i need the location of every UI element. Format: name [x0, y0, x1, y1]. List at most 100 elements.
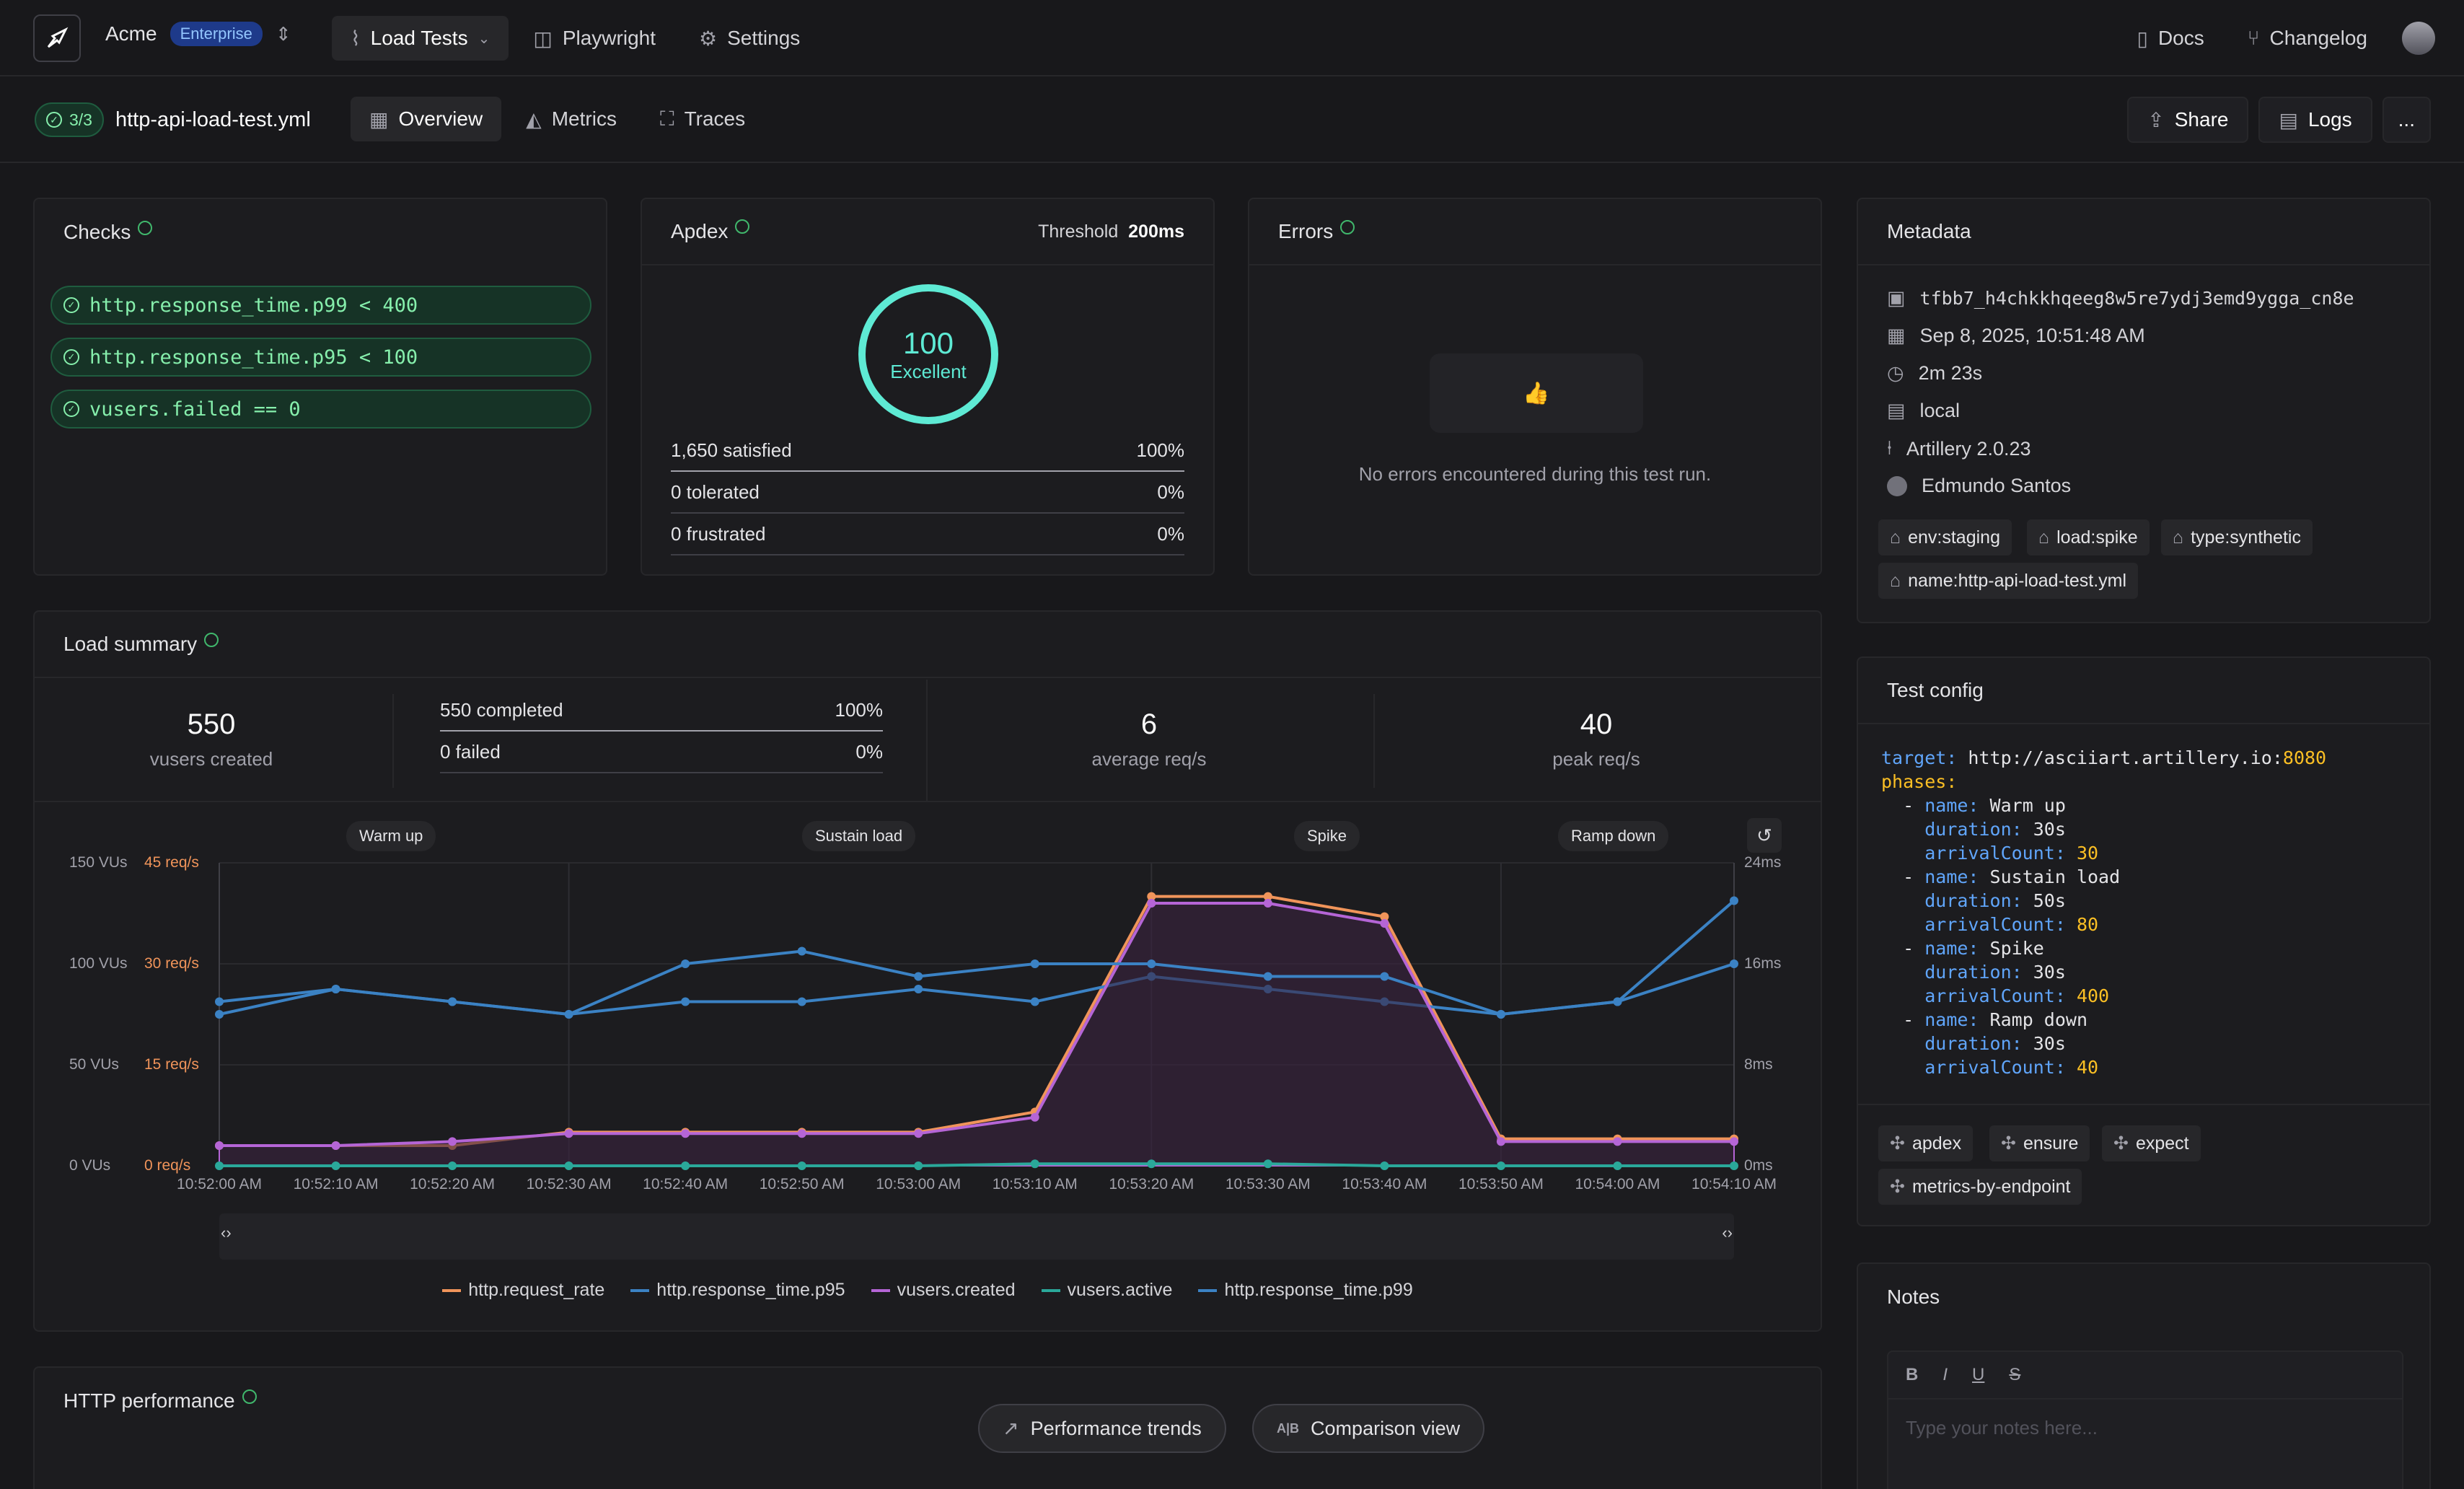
nav-settings[interactable]: ⚙ Settings	[680, 16, 819, 61]
nav-playwright[interactable]: ◫ Playwright	[514, 16, 674, 61]
apdex-row-label: 1,650 satisfied	[671, 439, 792, 461]
top-bar: Acme Enterprise ⇕ ⌇ Load Tests ⌄ ◫ Playw…	[0, 0, 2464, 76]
strikethrough-button[interactable]: S	[2009, 1365, 2021, 1384]
changelog-link[interactable]: ⑂ Changelog	[2229, 16, 2386, 61]
nav-load-tests[interactable]: ⌇ Load Tests ⌄	[332, 16, 509, 61]
org-switcher[interactable]: Acme Enterprise ⇕	[105, 22, 291, 46]
plugin-tag[interactable]: ✣ apdex	[1878, 1125, 1974, 1161]
avatar[interactable]	[2402, 22, 2435, 55]
metadata-header: Metadata	[1858, 199, 2429, 265]
y-tick-vus: 100 VUs	[69, 955, 128, 972]
legend-swatch	[1198, 1288, 1218, 1292]
underline-button[interactable]: U	[1972, 1365, 1985, 1384]
x-tick-label: 10:52:50 AM	[759, 1176, 845, 1192]
checks-title: Checks	[63, 221, 131, 243]
apdex-row-label: 0 frustrated	[671, 522, 766, 545]
legend-label: vusers.created	[897, 1280, 1016, 1300]
test-config-header: Test config	[1858, 658, 2429, 724]
help-icon[interactable]	[242, 1389, 257, 1404]
check-circle-icon: ✓	[63, 297, 79, 313]
x-tick-label: 10:52:10 AM	[293, 1176, 379, 1192]
comparison-view-button[interactable]: A|B Comparison view	[1252, 1404, 1485, 1453]
phase-label: Warm up	[346, 821, 436, 851]
book-icon: ▯	[2137, 27, 2148, 50]
test-config-yaml: target: http://asciiart.artillery.io:808…	[1881, 747, 2327, 1078]
tag[interactable]: ⌂ type:synthetic	[2161, 519, 2313, 555]
legend-item[interactable]: http.response_time.p99	[1198, 1280, 1413, 1301]
plugin-tag[interactable]: ✣ metrics-by-endpoint	[1878, 1169, 2082, 1205]
share-icon: ⇪	[2147, 108, 2165, 131]
more-options-button[interactable]: ...	[2382, 97, 2431, 143]
brush-handle-left[interactable]: ‹›	[221, 1224, 232, 1242]
tab-overview[interactable]: ▦ Overview	[351, 97, 502, 141]
tag[interactable]: ⌂ name:http-api-load-test.yml	[1878, 563, 2139, 599]
chart-brush[interactable]: ‹› ‹›	[219, 1213, 1734, 1260]
y-tick-rate: 45 req/s	[144, 854, 199, 871]
puzzle-icon: ✣	[2113, 1133, 2129, 1154]
puzzle-icon: ✣	[1890, 1133, 1905, 1154]
performance-trends-button[interactable]: ↗ Performance trends	[978, 1404, 1226, 1453]
phase-label: Ramp down	[1558, 821, 1669, 851]
artillery-logo-icon[interactable]	[33, 14, 81, 62]
check-item-label: http.response_time.p99 < 400	[89, 294, 418, 317]
performance-trends-label: Performance trends	[1030, 1417, 1202, 1439]
bold-button[interactable]: B	[1906, 1365, 1919, 1384]
legend-swatch	[630, 1288, 650, 1292]
tag[interactable]: ⌂ load:spike	[2027, 519, 2150, 555]
nav-settings-label: Settings	[727, 27, 801, 49]
help-icon[interactable]	[735, 219, 750, 234]
check-item: ✓ http.response_time.p95 < 100	[50, 338, 591, 377]
notes-input[interactable]: Type your notes here...	[1906, 1417, 2098, 1439]
x-tick-label: 10:53:40 AM	[1342, 1176, 1427, 1192]
y-tick-vus: 0 VUs	[69, 1157, 111, 1174]
checks-badge[interactable]: ✓ 3/3	[35, 102, 104, 137]
brush-handle-right[interactable]: ‹›	[1722, 1224, 1733, 1242]
tag[interactable]: ⌂ env:staging	[1878, 519, 2012, 555]
help-icon[interactable]	[204, 633, 219, 647]
plugin-tag[interactable]: ✣ ensure	[1989, 1125, 2090, 1161]
errors-title: Errors	[1278, 220, 1334, 242]
more-options-icon: ...	[2398, 108, 2415, 131]
org-name: Acme	[105, 22, 157, 45]
help-icon[interactable]	[138, 221, 153, 235]
legend-item[interactable]: http.response_time.p95	[630, 1280, 845, 1301]
peak-rps-label: peak req/s	[1552, 748, 1640, 770]
run-id[interactable]: tfbb7_h4chkkhqeeg8w5re7ydj3emd9ygga_cn8e	[1919, 288, 2354, 309]
x-tick-label: 10:53:30 AM	[1225, 1176, 1311, 1192]
legend-label: vusers.active	[1067, 1280, 1173, 1300]
empty-state-illustration: 👍	[1430, 353, 1643, 433]
tag-icon: ⌂	[1890, 570, 1901, 591]
completed-label: 550 completed	[440, 698, 563, 721]
reset-zoom-button[interactable]: ↺	[1747, 818, 1782, 853]
legend-item[interactable]: http.request_rate	[442, 1280, 604, 1301]
italic-button[interactable]: I	[1942, 1365, 1948, 1384]
area-chart-icon: ◭	[526, 107, 542, 131]
legend-item[interactable]: vusers.created	[871, 1280, 1016, 1301]
legend-item[interactable]: vusers.active	[1041, 1280, 1173, 1301]
load-summary-header: Load summary	[35, 612, 1821, 678]
logs-button[interactable]: ▤ Logs	[2258, 97, 2372, 143]
layout-grid-icon: ▦	[369, 107, 389, 131]
x-tick-label: 10:53:10 AM	[992, 1176, 1078, 1192]
peak-rps-value: 40	[1580, 708, 1613, 740]
apdex-row-pct: 0%	[1157, 522, 1184, 545]
run-user: Edmundo Santos	[1922, 475, 2072, 496]
docs-link[interactable]: ▯ Docs	[2118, 16, 2223, 61]
notes-title: Notes	[1887, 1286, 1940, 1308]
nav-load-tests-label: Load Tests	[370, 27, 468, 49]
version-row: ⍿ Artillery 2.0.23	[1887, 437, 2031, 460]
tab-metrics[interactable]: ◭ Metrics	[507, 97, 635, 141]
plugin-label: metrics-by-endpoint	[1911, 1176, 2071, 1197]
plugin-tag[interactable]: ✣ expect	[2102, 1125, 2201, 1161]
legend-swatch	[442, 1288, 462, 1292]
threshold-value: 200ms	[1128, 221, 1184, 242]
tab-traces[interactable]: ⛶ Traces	[641, 97, 764, 141]
y-tick-ms: 16ms	[1744, 955, 1782, 972]
help-icon[interactable]	[1340, 220, 1355, 234]
run-duration: 2m 23s	[1918, 362, 1983, 384]
share-button[interactable]: ⇪ Share	[2127, 97, 2249, 143]
run-date: Sep 8, 2025, 10:51:48 AM	[1919, 325, 2145, 346]
legend-label: http.request_rate	[468, 1280, 605, 1300]
playwright-icon: ◫	[533, 27, 553, 50]
tag-label: load:spike	[2056, 527, 2138, 548]
